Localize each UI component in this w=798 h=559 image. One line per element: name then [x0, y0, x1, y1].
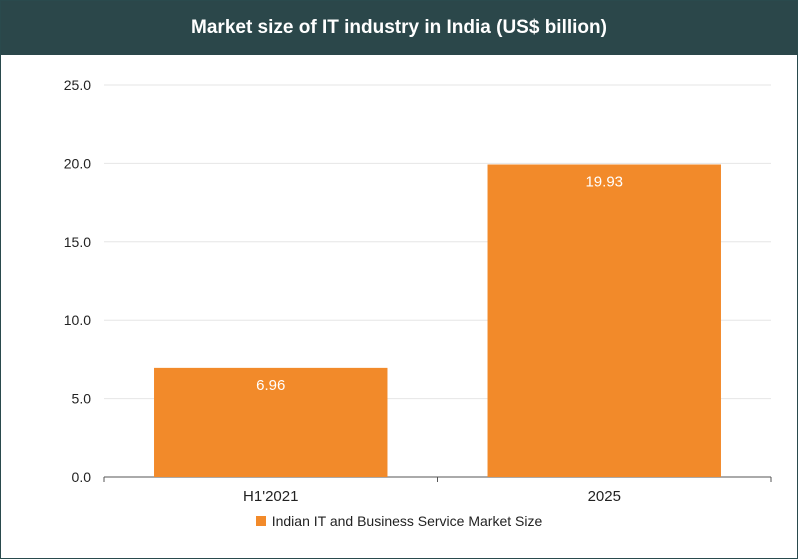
data-label: 6.96	[256, 377, 285, 394]
chart-title: Market size of IT industry in India (US$…	[191, 17, 607, 38]
y-tick-label: 15.0	[64, 234, 91, 250]
x-tick-label: 2025	[588, 488, 621, 505]
legend-label: Indian IT and Business Service Market Si…	[271, 513, 543, 529]
y-tick-label: 25.0	[64, 77, 91, 93]
legend-swatch	[255, 516, 266, 526]
y-tick-label: 0.0	[72, 469, 92, 485]
y-tick-label: 5.0	[72, 391, 92, 407]
x-tick-label: H1'2021	[243, 488, 298, 505]
data-label: 19.93	[585, 173, 623, 190]
legend: Indian IT and Business Service Market Si…	[1, 513, 797, 529]
bar	[487, 164, 721, 477]
chart-title-bar: Market size of IT industry in India (US$…	[1, 1, 797, 55]
y-tick-label: 10.0	[64, 312, 91, 328]
y-tick-label: 20.0	[64, 155, 91, 171]
bar	[154, 367, 388, 477]
